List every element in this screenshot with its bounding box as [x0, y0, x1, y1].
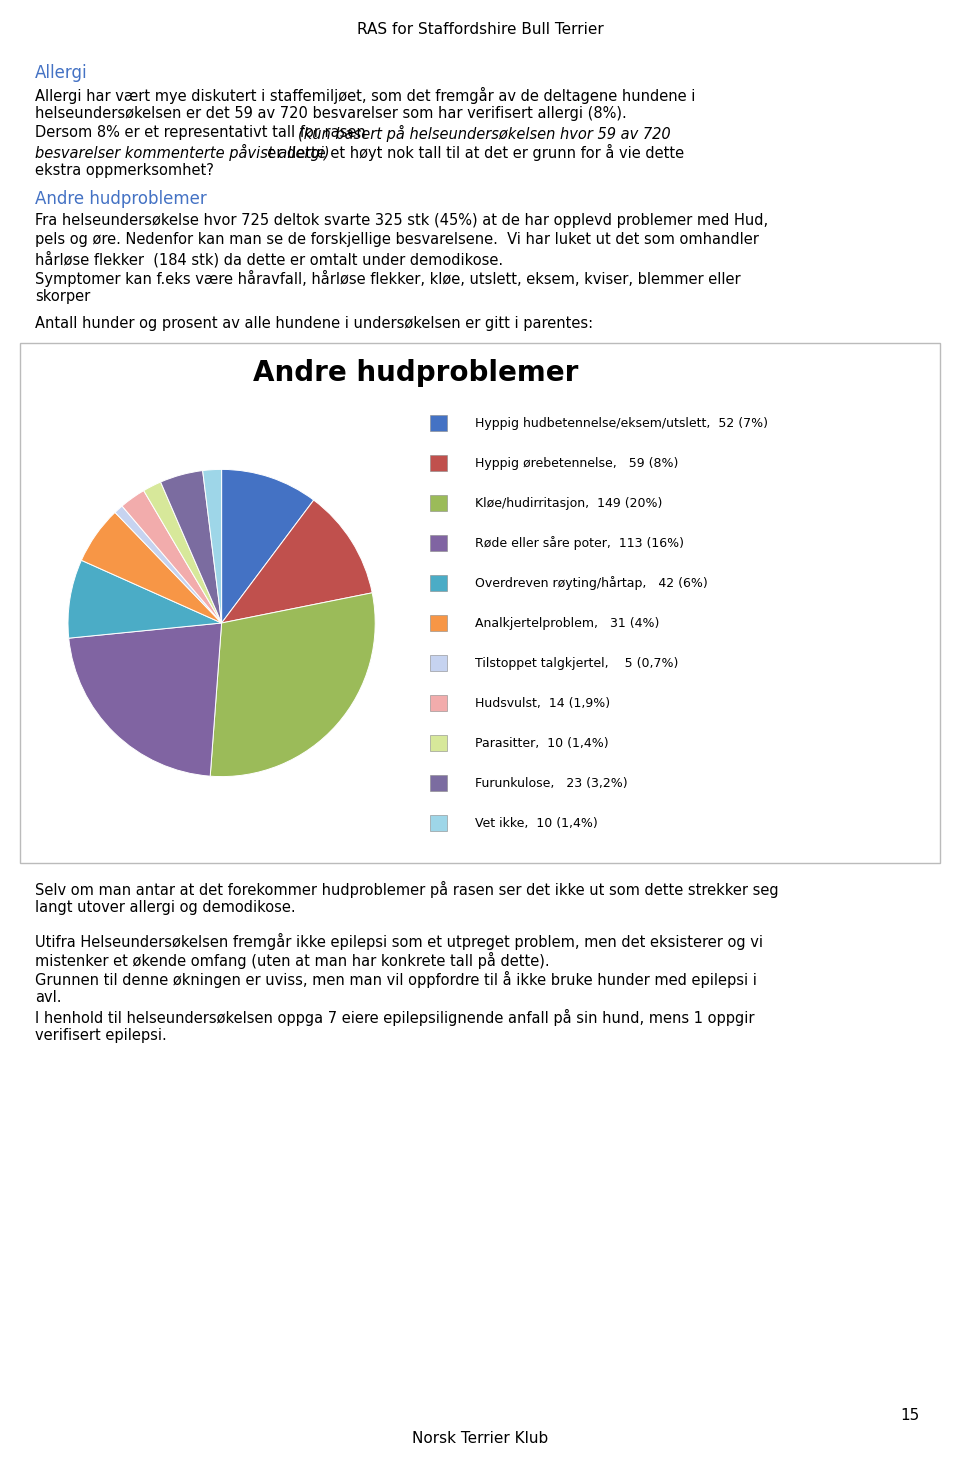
Text: 15: 15: [900, 1408, 920, 1422]
Text: Hyppig hudbetennelse/eksem/utslett,  52 (7%): Hyppig hudbetennelse/eksem/utslett, 52 (…: [475, 416, 768, 430]
Text: Dersom 8% er et representativt tall for rasen: Dersom 8% er et representativt tall for …: [35, 125, 371, 140]
Bar: [430, 575, 446, 591]
Text: Parasitter,  10 (1,4%): Parasitter, 10 (1,4%): [475, 737, 609, 750]
Text: mistenker et økende omfang (uten at man har konkrete tall på dette).: mistenker et økende omfang (uten at man …: [35, 952, 550, 969]
Text: Furunkulose,   23 (3,2%): Furunkulose, 23 (3,2%): [475, 777, 628, 790]
Bar: [430, 415, 446, 431]
Bar: [430, 455, 446, 471]
Text: Utifra Helseundersøkelsen fremgår ikke epilepsi som et utpreget problem, men det: Utifra Helseundersøkelsen fremgår ikke e…: [35, 933, 763, 950]
Bar: [430, 535, 446, 552]
Text: Analkjertelproblem,   31 (4%): Analkjertelproblem, 31 (4%): [475, 616, 660, 630]
Bar: [430, 615, 446, 631]
Text: Tilstoppet talgkjertel,    5 (0,7%): Tilstoppet talgkjertel, 5 (0,7%): [475, 656, 679, 669]
Text: helseundersøkelsen er det 59 av 720 besvarelser som har verifisert allergi (8%).: helseundersøkelsen er det 59 av 720 besv…: [35, 106, 627, 121]
Text: Fra helseundersøkelse hvor 725 deltok svarte 325 stk (45%) at de har opplevd pro: Fra helseundersøkelse hvor 725 deltok sv…: [35, 213, 768, 228]
Text: Vet ikke,  10 (1,4%): Vet ikke, 10 (1,4%): [475, 816, 598, 830]
Text: Overdreven røyting/hårtap,   42 (6%): Overdreven røyting/hårtap, 42 (6%): [475, 577, 708, 590]
Text: er dette et høyt nok tall til at det er grunn for å vie dette: er dette et høyt nok tall til at det er …: [258, 144, 684, 160]
Text: Antall hunder og prosent av alle hundene i undersøkelsen er gitt i parentes:: Antall hunder og prosent av alle hundene…: [35, 316, 593, 331]
Text: Grunnen til denne økningen er uviss, men man vil oppfordre til å ikke bruke hund: Grunnen til denne økningen er uviss, men…: [35, 971, 756, 989]
Bar: [430, 696, 446, 710]
Wedge shape: [210, 593, 375, 777]
Text: verifisert epilepsi.: verifisert epilepsi.: [35, 1028, 167, 1043]
Bar: [430, 655, 446, 671]
Text: ekstra oppmerksomhet?: ekstra oppmerksomhet?: [35, 163, 214, 178]
Bar: [430, 496, 446, 510]
Text: avl.: avl.: [35, 990, 61, 1005]
Text: Røde eller såre poter,  113 (16%): Røde eller såre poter, 113 (16%): [475, 535, 684, 550]
Text: Andre hudproblemer: Andre hudproblemer: [35, 190, 206, 207]
Text: hårløse flekker  (184 stk) da dette er omtalt under demodikose.: hårløse flekker (184 stk) da dette er om…: [35, 252, 503, 268]
Wedge shape: [222, 469, 314, 624]
Wedge shape: [203, 469, 222, 624]
Wedge shape: [144, 482, 222, 624]
Text: pels og øre. Nedenfor kan man se de forskjellige besvarelsene.  Vi har luket ut : pels og øre. Nedenfor kan man se de fors…: [35, 232, 758, 247]
Wedge shape: [82, 512, 222, 624]
Text: Selv om man antar at det forekommer hudproblemer på rasen ser det ikke ut som de: Selv om man antar at det forekommer hudp…: [35, 881, 779, 897]
Text: Andre hudproblemer: Andre hudproblemer: [252, 359, 578, 387]
Wedge shape: [115, 506, 222, 624]
Text: Kløe/hudirritasjon,  149 (20%): Kløe/hudirritasjon, 149 (20%): [475, 497, 662, 509]
Text: besvarelser kommenterte påvist allergi): besvarelser kommenterte påvist allergi): [35, 144, 329, 160]
Bar: [430, 775, 446, 791]
Text: (kun basert på helseundersøkelsen hvor 59 av 720: (kun basert på helseundersøkelsen hvor 5…: [299, 125, 671, 143]
Text: Allergi: Allergi: [35, 65, 87, 82]
Text: Allergi har vært mye diskutert i staffemiljøet, som det fremgår av de deltagene : Allergi har vært mye diskutert i staffem…: [35, 87, 695, 104]
Bar: [430, 736, 446, 750]
Text: langt utover allergi og demodikose.: langt utover allergi og demodikose.: [35, 900, 296, 915]
Wedge shape: [68, 560, 222, 638]
Text: skorper: skorper: [35, 288, 90, 304]
Wedge shape: [122, 491, 222, 624]
Text: Hudsvulst,  14 (1,9%): Hudsvulst, 14 (1,9%): [475, 696, 611, 709]
Bar: [20, 343, 940, 863]
Wedge shape: [69, 624, 222, 777]
Text: RAS for Staffordshire Bull Terrier: RAS for Staffordshire Bull Terrier: [356, 22, 604, 37]
Bar: [430, 815, 446, 831]
Text: Norsk Terrier Klub: Norsk Terrier Klub: [412, 1431, 548, 1446]
Wedge shape: [222, 500, 372, 624]
Text: Symptomer kan f.eks være håravfall, hårløse flekker, kløe, utslett, eksem, kvise: Symptomer kan f.eks være håravfall, hårl…: [35, 271, 740, 287]
Wedge shape: [160, 471, 222, 624]
Text: Hyppig ørebetennelse,   59 (8%): Hyppig ørebetennelse, 59 (8%): [475, 456, 679, 469]
Text: I henhold til helseundersøkelsen oppga 7 eiere epilepsilignende anfall på sin hu: I henhold til helseundersøkelsen oppga 7…: [35, 1009, 755, 1025]
